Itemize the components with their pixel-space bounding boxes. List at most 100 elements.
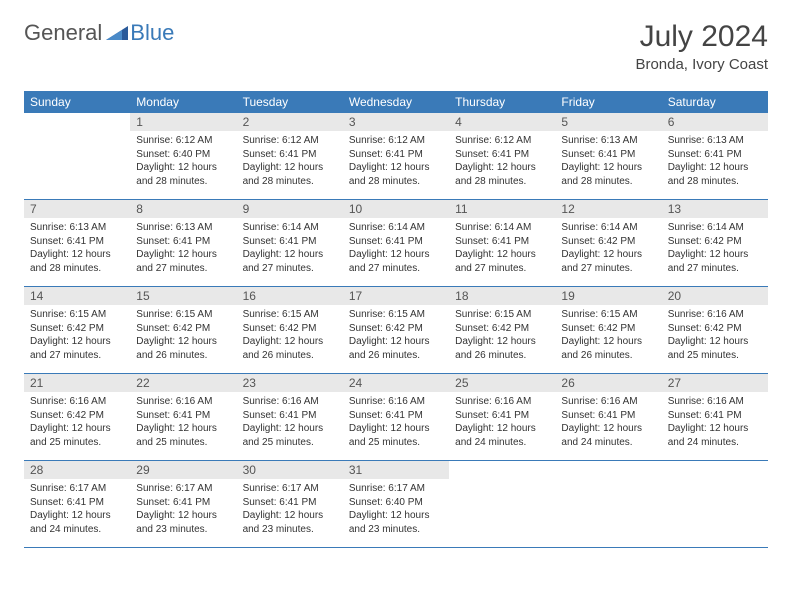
- calendar: SundayMondayTuesdayWednesdayThursdayFrid…: [24, 91, 768, 548]
- sunset-text: Sunset: 6:41 PM: [30, 235, 124, 249]
- sunrise-text: Sunrise: 6:14 AM: [455, 221, 549, 235]
- logo-triangle-icon: [106, 22, 128, 45]
- day-number: 17: [343, 287, 449, 305]
- daylight-text: Daylight: 12 hours and 23 minutes.: [136, 509, 230, 536]
- sunrise-text: Sunrise: 6:15 AM: [136, 308, 230, 322]
- day-cell: 3Sunrise: 6:12 AMSunset: 6:41 PMDaylight…: [343, 113, 449, 199]
- month-title: July 2024: [635, 20, 768, 54]
- day-cell: 29Sunrise: 6:17 AMSunset: 6:41 PMDayligh…: [130, 461, 236, 547]
- sunset-text: Sunset: 6:41 PM: [243, 409, 337, 423]
- sunset-text: Sunset: 6:41 PM: [243, 148, 337, 162]
- daylight-text: Daylight: 12 hours and 26 minutes.: [136, 335, 230, 362]
- day-number: 4: [449, 113, 555, 131]
- daylight-text: Daylight: 12 hours and 27 minutes.: [243, 248, 337, 275]
- day-cell: 16Sunrise: 6:15 AMSunset: 6:42 PMDayligh…: [237, 287, 343, 373]
- day-cell: .: [24, 113, 130, 199]
- day-cell: 30Sunrise: 6:17 AMSunset: 6:41 PMDayligh…: [237, 461, 343, 547]
- day-number: 16: [237, 287, 343, 305]
- weekday-cell: Tuesday: [237, 91, 343, 113]
- day-cell: 15Sunrise: 6:15 AMSunset: 6:42 PMDayligh…: [130, 287, 236, 373]
- day-number: 10: [343, 200, 449, 218]
- day-number: 25: [449, 374, 555, 392]
- header: General Blue July 2024 Bronda, Ivory Coa…: [24, 20, 768, 73]
- day-number: 13: [662, 200, 768, 218]
- daylight-text: Daylight: 12 hours and 24 minutes.: [561, 422, 655, 449]
- sunrise-text: Sunrise: 6:16 AM: [561, 395, 655, 409]
- sunrise-text: Sunrise: 6:14 AM: [561, 221, 655, 235]
- daylight-text: Daylight: 12 hours and 28 minutes.: [136, 161, 230, 188]
- sunrise-text: Sunrise: 6:17 AM: [30, 482, 124, 496]
- daylight-text: Daylight: 12 hours and 27 minutes.: [561, 248, 655, 275]
- daylight-text: Daylight: 12 hours and 25 minutes.: [243, 422, 337, 449]
- day-cell: 2Sunrise: 6:12 AMSunset: 6:41 PMDaylight…: [237, 113, 343, 199]
- day-body: Sunrise: 6:16 AMSunset: 6:41 PMDaylight:…: [130, 392, 236, 455]
- day-number: 11: [449, 200, 555, 218]
- day-body: Sunrise: 6:13 AMSunset: 6:41 PMDaylight:…: [24, 218, 130, 281]
- daylight-text: Daylight: 12 hours and 24 minutes.: [455, 422, 549, 449]
- sunset-text: Sunset: 6:41 PM: [243, 496, 337, 510]
- day-number: 26: [555, 374, 661, 392]
- day-number: 3: [343, 113, 449, 131]
- day-number: 5: [555, 113, 661, 131]
- day-cell: 12Sunrise: 6:14 AMSunset: 6:42 PMDayligh…: [555, 200, 661, 286]
- sunset-text: Sunset: 6:42 PM: [561, 235, 655, 249]
- day-body: Sunrise: 6:13 AMSunset: 6:41 PMDaylight:…: [555, 131, 661, 194]
- sunrise-text: Sunrise: 6:13 AM: [30, 221, 124, 235]
- day-number: 27: [662, 374, 768, 392]
- sunset-text: Sunset: 6:40 PM: [136, 148, 230, 162]
- day-body: Sunrise: 6:16 AMSunset: 6:41 PMDaylight:…: [343, 392, 449, 455]
- sunrise-text: Sunrise: 6:16 AM: [455, 395, 549, 409]
- day-cell: 31Sunrise: 6:17 AMSunset: 6:40 PMDayligh…: [343, 461, 449, 547]
- sunrise-text: Sunrise: 6:14 AM: [668, 221, 762, 235]
- day-cell: 25Sunrise: 6:16 AMSunset: 6:41 PMDayligh…: [449, 374, 555, 460]
- sunset-text: Sunset: 6:41 PM: [349, 235, 443, 249]
- sunset-text: Sunset: 6:41 PM: [561, 148, 655, 162]
- daylight-text: Daylight: 12 hours and 28 minutes.: [668, 161, 762, 188]
- day-number: 8: [130, 200, 236, 218]
- sunrise-text: Sunrise: 6:16 AM: [243, 395, 337, 409]
- daylight-text: Daylight: 12 hours and 27 minutes.: [136, 248, 230, 275]
- weekday-cell: Friday: [555, 91, 661, 113]
- sunset-text: Sunset: 6:41 PM: [455, 235, 549, 249]
- day-body: Sunrise: 6:15 AMSunset: 6:42 PMDaylight:…: [130, 305, 236, 368]
- day-body: Sunrise: 6:16 AMSunset: 6:41 PMDaylight:…: [449, 392, 555, 455]
- day-body: Sunrise: 6:15 AMSunset: 6:42 PMDaylight:…: [343, 305, 449, 368]
- day-body: Sunrise: 6:14 AMSunset: 6:42 PMDaylight:…: [555, 218, 661, 281]
- sunset-text: Sunset: 6:42 PM: [668, 322, 762, 336]
- sunrise-text: Sunrise: 6:12 AM: [455, 134, 549, 148]
- day-body: Sunrise: 6:13 AMSunset: 6:41 PMDaylight:…: [130, 218, 236, 281]
- sunset-text: Sunset: 6:42 PM: [243, 322, 337, 336]
- sunrise-text: Sunrise: 6:16 AM: [668, 395, 762, 409]
- day-number: 22: [130, 374, 236, 392]
- day-body: Sunrise: 6:16 AMSunset: 6:42 PMDaylight:…: [662, 305, 768, 368]
- location: Bronda, Ivory Coast: [635, 56, 768, 73]
- day-body: Sunrise: 6:13 AMSunset: 6:41 PMDaylight:…: [662, 131, 768, 194]
- day-number: 19: [555, 287, 661, 305]
- sunset-text: Sunset: 6:42 PM: [349, 322, 443, 336]
- day-body: Sunrise: 6:15 AMSunset: 6:42 PMDaylight:…: [555, 305, 661, 368]
- sunrise-text: Sunrise: 6:15 AM: [349, 308, 443, 322]
- day-cell: 11Sunrise: 6:14 AMSunset: 6:41 PMDayligh…: [449, 200, 555, 286]
- sunrise-text: Sunrise: 6:15 AM: [243, 308, 337, 322]
- day-body: Sunrise: 6:17 AMSunset: 6:41 PMDaylight:…: [237, 479, 343, 542]
- daylight-text: Daylight: 12 hours and 23 minutes.: [243, 509, 337, 536]
- daylight-text: Daylight: 12 hours and 24 minutes.: [668, 422, 762, 449]
- sunset-text: Sunset: 6:41 PM: [561, 409, 655, 423]
- day-number: 20: [662, 287, 768, 305]
- sunset-text: Sunset: 6:40 PM: [349, 496, 443, 510]
- daylight-text: Daylight: 12 hours and 27 minutes.: [30, 335, 124, 362]
- sunrise-text: Sunrise: 6:15 AM: [30, 308, 124, 322]
- day-body: Sunrise: 6:12 AMSunset: 6:40 PMDaylight:…: [130, 131, 236, 194]
- sunrise-text: Sunrise: 6:16 AM: [668, 308, 762, 322]
- weekday-header-row: SundayMondayTuesdayWednesdayThursdayFrid…: [24, 91, 768, 113]
- day-body: Sunrise: 6:14 AMSunset: 6:42 PMDaylight:…: [662, 218, 768, 281]
- day-number: 30: [237, 461, 343, 479]
- sunrise-text: Sunrise: 6:12 AM: [349, 134, 443, 148]
- sunset-text: Sunset: 6:42 PM: [136, 322, 230, 336]
- day-cell: 21Sunrise: 6:16 AMSunset: 6:42 PMDayligh…: [24, 374, 130, 460]
- daylight-text: Daylight: 12 hours and 24 minutes.: [30, 509, 124, 536]
- sunset-text: Sunset: 6:42 PM: [668, 235, 762, 249]
- sunset-text: Sunset: 6:41 PM: [668, 148, 762, 162]
- day-number: 24: [343, 374, 449, 392]
- daylight-text: Daylight: 12 hours and 25 minutes.: [136, 422, 230, 449]
